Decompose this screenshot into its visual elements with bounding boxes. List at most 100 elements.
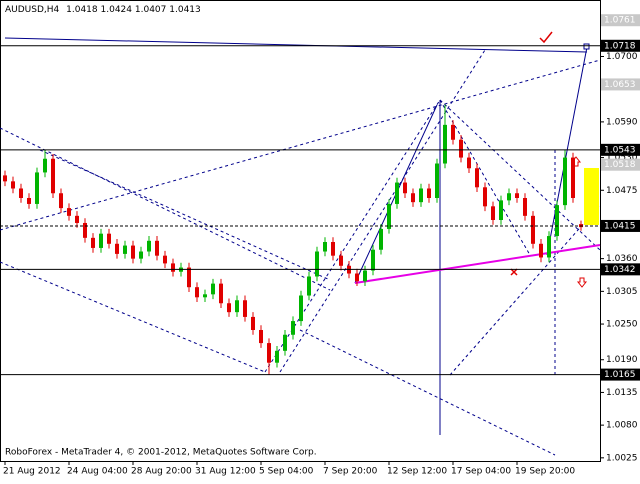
- close: 1.0413: [169, 5, 201, 15]
- candle-body: [371, 249, 375, 271]
- candle-body: [195, 287, 199, 298]
- candle-body: [27, 198, 31, 204]
- y-tick-label: 1.0250: [606, 320, 638, 330]
- candle-body: [123, 245, 127, 254]
- candle-body: [51, 158, 55, 194]
- plot-frame: [0, 0, 601, 462]
- level-box: [601, 368, 640, 381]
- candle-body: [299, 295, 303, 322]
- candle-body: [459, 139, 463, 158]
- candle-body: [443, 124, 447, 164]
- header: AUDUSD,H4 1.0418 1.0424 1.0407 1.0413: [5, 5, 201, 15]
- level-label: 1.0653: [604, 80, 636, 90]
- candle-body: [467, 157, 471, 169]
- candle-body: [395, 182, 399, 204]
- candle-body: [403, 182, 407, 194]
- candle-body: [483, 187, 487, 207]
- candle-body: [363, 270, 367, 282]
- candle-body: [283, 334, 287, 351]
- level-box: [601, 158, 640, 171]
- candle-body: [355, 273, 359, 282]
- candle-body: [307, 276, 311, 296]
- candle-body: [379, 228, 383, 250]
- y-tick-label: 1.0080: [606, 421, 638, 431]
- level-label: 1.0543: [604, 145, 636, 155]
- level-box: [601, 78, 640, 91]
- candle-body: [203, 294, 207, 298]
- candle-body: [43, 158, 47, 173]
- candle-body: [435, 163, 439, 198]
- y-tick-label: 1.0135: [606, 388, 638, 398]
- candle-body: [491, 206, 495, 220]
- candle-body: [243, 300, 247, 317]
- level-box: [601, 263, 640, 276]
- candle-body: [163, 255, 167, 264]
- x-tick-label: 7 Sep 20:00: [323, 467, 378, 477]
- candle-body: [99, 233, 103, 248]
- candle-body: [251, 316, 255, 330]
- candle-body: [155, 240, 159, 256]
- candle-body: [227, 303, 231, 313]
- open: 1.0418: [66, 5, 98, 15]
- candle-body: [147, 240, 151, 252]
- candles: [3, 104, 583, 375]
- high: 1.0424: [101, 5, 133, 15]
- candle-body: [555, 205, 559, 237]
- level-box: [601, 143, 640, 156]
- candle-body: [171, 263, 175, 272]
- y-tick-label: 1.0360: [606, 254, 638, 264]
- candle-body: [451, 124, 455, 140]
- y-tick-label: 1.0530: [606, 153, 638, 163]
- candle-body: [219, 283, 223, 304]
- candle-body: [411, 193, 415, 203]
- level-box: [601, 14, 640, 27]
- level-label: 1.0761: [604, 16, 636, 26]
- candle-body: [211, 283, 215, 295]
- level-box: [601, 219, 640, 232]
- candle-body: [3, 175, 7, 182]
- candle-body: [35, 172, 39, 204]
- candle-body: [11, 181, 15, 189]
- candle-body: [475, 168, 479, 188]
- level-label: 1.0415: [604, 221, 636, 231]
- candle-body: [323, 242, 327, 252]
- candle-body: [91, 237, 95, 248]
- x-tick-label: 24 Aug 04:00: [67, 467, 128, 477]
- candle-body: [531, 215, 535, 244]
- x-tick-label: 5 Sep 04:00: [259, 467, 314, 477]
- candle-body: [539, 243, 543, 258]
- level-label: 1.0342: [604, 265, 636, 275]
- y-tick-label: 1.0190: [606, 355, 638, 365]
- candle-body: [235, 300, 239, 313]
- candle-body: [187, 267, 191, 288]
- low: 1.0407: [135, 5, 167, 15]
- candle-body: [83, 222, 87, 238]
- candle-body: [107, 233, 111, 244]
- candle-body: [19, 188, 23, 198]
- candle-body: [75, 215, 79, 223]
- x-tick-label: 31 Aug 12:00: [195, 467, 256, 477]
- trend-lines: [0, 31, 601, 456]
- y-tick-label: 1.0590: [606, 117, 638, 127]
- symbol: AUDUSD,H4: [5, 5, 60, 15]
- x-tick-label: 21 Aug 2012: [3, 467, 61, 477]
- x-tick-label: 12 Sep 12:00: [387, 467, 447, 477]
- x-tick-label: 28 Aug 20:00: [131, 467, 192, 477]
- candle-body: [507, 193, 511, 201]
- candle-body: [499, 200, 503, 220]
- candle-body: [259, 330, 263, 344]
- level-label: 1.0518: [604, 160, 636, 170]
- candle-body: [563, 157, 567, 206]
- candle-body: [139, 251, 143, 259]
- candle-body: [267, 343, 271, 363]
- candle-body: [571, 157, 575, 198]
- candle-body: [547, 236, 551, 258]
- candle-body: [291, 321, 295, 335]
- candle-body: [315, 251, 319, 277]
- candle-body: [387, 203, 391, 229]
- candle-body: [331, 242, 335, 256]
- x-tick-label: 17 Sep 04:00: [451, 467, 511, 477]
- candle-body: [67, 208, 71, 216]
- candle-body: [115, 243, 119, 254]
